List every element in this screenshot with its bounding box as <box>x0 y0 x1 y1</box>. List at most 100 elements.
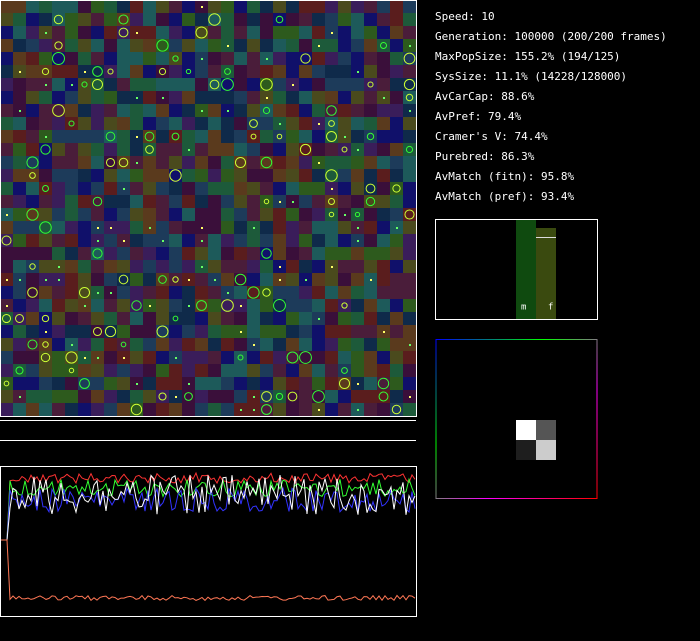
agent <box>405 145 414 154</box>
cell <box>182 26 195 39</box>
agent <box>328 198 335 205</box>
cell <box>13 208 26 221</box>
cell <box>390 195 403 208</box>
cell <box>52 26 65 39</box>
cell <box>169 208 182 221</box>
cell <box>273 221 286 234</box>
food <box>253 344 255 346</box>
food <box>123 188 125 190</box>
cell <box>91 39 104 52</box>
agent <box>118 14 129 25</box>
agent <box>367 81 374 88</box>
cell <box>312 91 325 104</box>
cell <box>78 182 91 195</box>
stat-line: AvPref: 79.4% <box>435 110 521 123</box>
agent <box>273 299 286 312</box>
cell <box>117 65 130 78</box>
cell <box>0 156 13 169</box>
cell <box>273 234 286 247</box>
cell <box>234 247 247 260</box>
cell <box>247 143 260 156</box>
cell <box>117 91 130 104</box>
cell <box>0 91 13 104</box>
food <box>162 240 164 242</box>
cell <box>156 377 169 390</box>
food <box>201 6 203 8</box>
agent <box>92 196 103 207</box>
cell <box>338 182 351 195</box>
cell <box>325 221 338 234</box>
cell <box>52 351 65 364</box>
cell <box>390 234 403 247</box>
cell <box>351 247 364 260</box>
cell <box>156 13 169 26</box>
cell <box>143 26 156 39</box>
cell <box>208 156 221 169</box>
cell <box>325 52 338 65</box>
cell <box>260 13 273 26</box>
cell <box>234 221 247 234</box>
cell <box>39 52 52 65</box>
cell <box>104 26 117 39</box>
cell <box>403 143 416 156</box>
agent <box>1 235 12 246</box>
food <box>318 409 320 411</box>
cell <box>403 260 416 273</box>
cell <box>130 208 143 221</box>
stats-panel: Speed: 10 Generation: 100000 (200/200 fra… <box>435 10 667 203</box>
cell <box>234 260 247 273</box>
cell <box>195 325 208 338</box>
cell <box>169 182 182 195</box>
cell <box>377 182 390 195</box>
cell <box>260 104 273 117</box>
cell <box>208 312 221 325</box>
cell <box>169 260 182 273</box>
food <box>214 279 216 281</box>
cell <box>325 169 338 182</box>
cell <box>247 234 260 247</box>
cell <box>13 403 26 416</box>
cell <box>91 182 104 195</box>
cell <box>260 117 273 130</box>
food <box>58 279 60 281</box>
cell <box>195 13 208 26</box>
cell <box>338 221 351 234</box>
cell <box>117 390 130 403</box>
cell <box>247 299 260 312</box>
cell <box>26 299 39 312</box>
cell <box>78 0 91 13</box>
cell <box>52 117 65 130</box>
cell <box>117 195 130 208</box>
cell <box>377 195 390 208</box>
cell <box>13 364 26 377</box>
cell <box>195 91 208 104</box>
cell <box>338 156 351 169</box>
cell <box>91 26 104 39</box>
cell <box>104 299 117 312</box>
cell <box>286 377 299 390</box>
cell <box>325 208 338 221</box>
agent <box>366 132 375 141</box>
agent <box>261 248 272 259</box>
food <box>279 123 281 125</box>
cell <box>364 52 377 65</box>
cell <box>39 260 52 273</box>
cell <box>195 403 208 416</box>
cell <box>117 364 130 377</box>
cell <box>403 13 416 26</box>
cell <box>325 312 338 325</box>
cell <box>403 52 416 65</box>
agent <box>341 146 348 153</box>
cell <box>338 260 351 273</box>
cell <box>208 299 221 312</box>
agent <box>260 156 273 169</box>
cell <box>273 247 286 260</box>
cell <box>364 260 377 273</box>
cell <box>39 208 52 221</box>
cell <box>91 273 104 286</box>
food <box>227 110 229 112</box>
agent <box>250 133 257 140</box>
cell <box>312 78 325 91</box>
cell <box>299 143 312 156</box>
stat-line: SysSize: 11.1% (14228/128000) <box>435 70 627 83</box>
